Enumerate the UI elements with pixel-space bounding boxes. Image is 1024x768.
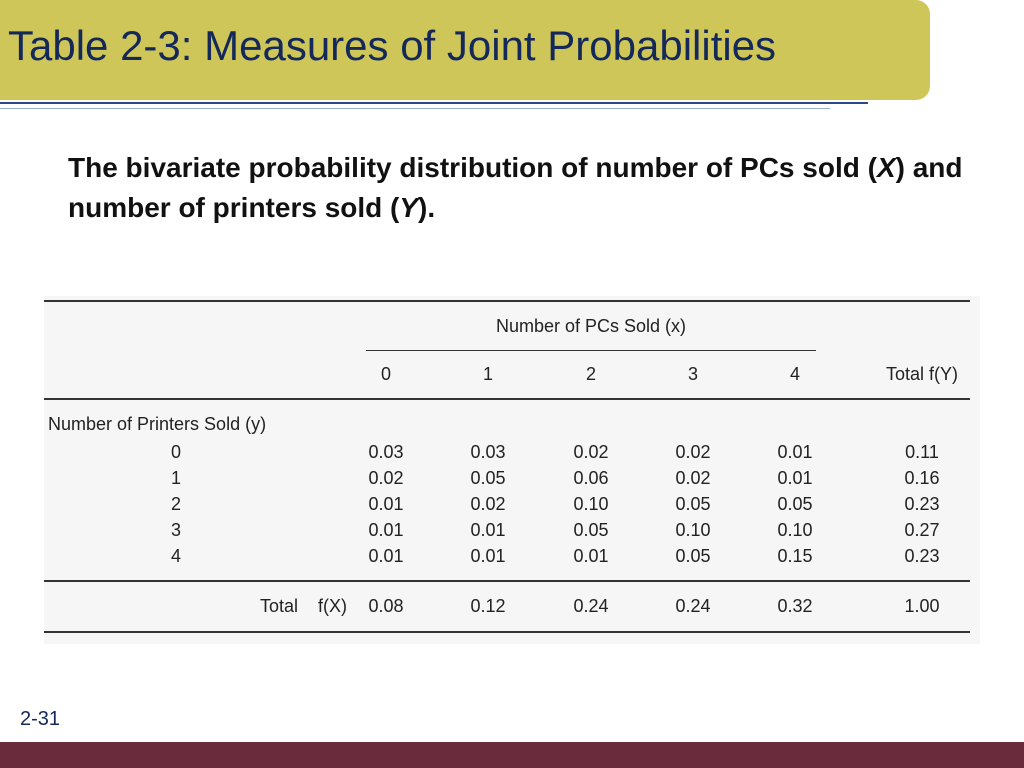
subtitle-text-1: The bivariate probability distribution o… [68, 152, 877, 183]
column-total: 0.08 [368, 596, 404, 616]
table-cell: 0.03 [470, 442, 506, 462]
col-header: 2 [585, 364, 597, 384]
table-cell: 0.05 [675, 494, 711, 514]
header-bottom-rule [44, 398, 970, 400]
title-bar [0, 0, 930, 100]
joint-probability-table: Number of PCs Sold (x) 0 1 2 3 4 Total f… [44, 296, 980, 644]
subtitle-text-2: ) and number of printers sold ( [68, 152, 963, 223]
col-header: 0 [380, 364, 392, 384]
table-cell: 0.01 [777, 442, 813, 462]
row-total: 0.23 [904, 546, 940, 566]
pcs-group-rule [366, 350, 816, 351]
slide-number: 2-31 [20, 708, 61, 730]
row-total: 0.23 [904, 494, 940, 514]
column-total: 0.12 [470, 596, 506, 616]
table-cell: 0.01 [368, 520, 404, 540]
row-group-header: Number of Printers Sold (y) [48, 414, 267, 434]
table-cell: 0.02 [675, 468, 711, 488]
col-header: 4 [789, 364, 801, 384]
total-row-label: Total [259, 596, 298, 616]
row-total: 0.27 [904, 520, 940, 540]
table-cell: 0.02 [470, 494, 506, 514]
table-cell: 0.06 [573, 468, 609, 488]
column-total: 0.32 [777, 596, 813, 616]
table-cell: 0.02 [573, 442, 609, 462]
table-cell: 0.01 [777, 468, 813, 488]
table-cell: 0.01 [573, 546, 609, 566]
total-row-sublabel: f(X) [318, 596, 347, 616]
subtitle-var-x: X [876, 152, 896, 183]
slide-subtitle: The bivariate probability distribution o… [68, 148, 968, 228]
title-divider [0, 102, 868, 104]
col-header: 3 [687, 364, 699, 384]
column-total: 0.24 [573, 596, 609, 616]
table-cell: 0.15 [777, 546, 813, 566]
row-total: 0.11 [905, 442, 939, 462]
row-total: 0.16 [904, 468, 940, 488]
table-top-rule [44, 300, 970, 302]
total-header: Total f(Y) [885, 364, 959, 384]
table-cell: 0.02 [675, 442, 711, 462]
table-cell: 0.05 [470, 468, 506, 488]
grand-total: 1.00 [904, 596, 940, 616]
table-cell: 0.01 [368, 494, 404, 514]
subtitle-var-y: Y [399, 192, 419, 223]
table-cell: 0.10 [777, 520, 813, 540]
col-header: 1 [482, 364, 494, 384]
row-label: 1 [170, 468, 182, 488]
footer-bar [0, 742, 1024, 768]
col-group-header: Number of PCs Sold (x) [495, 316, 687, 336]
row-label: 2 [170, 494, 182, 514]
table-cell: 0.10 [573, 494, 609, 514]
table-bottom-rule [44, 631, 970, 633]
table-cell: 0.01 [368, 546, 404, 566]
row-label: 0 [170, 442, 182, 462]
row-label: 4 [170, 546, 182, 566]
table-cell: 0.02 [368, 468, 404, 488]
total-top-rule [44, 580, 970, 582]
table-cell: 0.10 [675, 520, 711, 540]
table-cell: 0.01 [470, 546, 506, 566]
slide-title: Table 2-3: Measures of Joint Probabiliti… [8, 22, 777, 69]
column-total: 0.24 [675, 596, 711, 616]
subtitle-text-3: ). [418, 192, 436, 223]
table-cell: 0.01 [470, 520, 506, 540]
table-cell: 0.05 [777, 494, 813, 514]
table-cell: 0.05 [573, 520, 609, 540]
row-label: 3 [170, 520, 182, 540]
table-cell: 0.05 [675, 546, 711, 566]
table-cell: 0.03 [368, 442, 404, 462]
title-divider-thin [0, 108, 830, 109]
